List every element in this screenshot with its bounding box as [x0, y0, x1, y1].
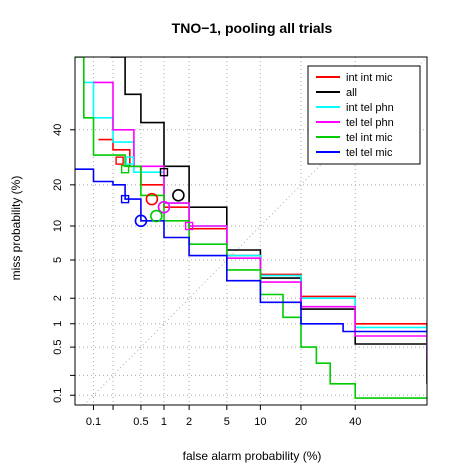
x-tick-label: 10	[254, 416, 266, 428]
actual-point-marker-int-tel-phn	[125, 156, 134, 165]
min-cost-marker-tel-tel-phn	[157, 200, 171, 214]
y-tick-label: 20	[52, 179, 64, 191]
x-tick-label: 1	[161, 416, 167, 428]
y-tick-label: 0.1	[52, 388, 64, 403]
x-tick-label: 2	[186, 416, 192, 428]
diagonal-line	[83, 56, 428, 406]
actual-point-marker-int-int-mic	[115, 156, 124, 165]
series-line-tel-tel-mic	[75, 168, 427, 333]
actual-point-marker-tel-tel-mic	[120, 194, 130, 204]
legend-label-int-int-mic: int int mic	[346, 72, 393, 84]
chart-title: TNO−1, pooling all trials	[172, 20, 333, 36]
diagonal-reference	[83, 56, 428, 406]
series-line-int-int-mic	[98, 138, 427, 348]
series-lines	[75, 57, 427, 399]
plot-frame	[74, 56, 428, 406]
legend-label-tel-tel-phn: tel tel phn	[346, 117, 394, 129]
x-tick-label: 40	[349, 416, 361, 428]
y-tick-label: 10	[52, 220, 64, 232]
actual-point-marker-tel-tel-phn	[184, 221, 194, 231]
actual-point-marker-tel-int-mic	[120, 164, 130, 174]
legend-label-tel-tel-mic: tel tel mic	[346, 147, 393, 159]
y-axis-ticks: 0.1 0.5 1 2 5 10 20 40	[52, 124, 75, 403]
y-tick-label: 40	[52, 124, 64, 136]
x-tick-label: 5	[224, 416, 230, 428]
legend-label-all: all	[346, 87, 357, 99]
x-axis-ticks: 0.1 0.5 1 2 5 10 20 40	[86, 405, 361, 428]
min-cost-marker-tel-int-mic	[150, 209, 163, 223]
y-tick-label: 2	[52, 295, 64, 301]
legend-box	[307, 65, 421, 165]
series-line-tel-tel-phn	[93, 81, 427, 359]
x-axis-label: false alarm probability (%)	[183, 449, 322, 463]
min-cost-marker-tel-tel-mic	[134, 214, 148, 228]
x-tick-label: 0.1	[86, 416, 101, 428]
y-axis-label: miss probability (%)	[9, 176, 23, 281]
markers	[115, 156, 194, 231]
x-tick-label: 20	[295, 416, 307, 428]
min-cost-marker-int-int-mic	[145, 192, 159, 206]
legend-label-tel-int-mic: tel int mic	[346, 132, 393, 144]
grid	[75, 57, 427, 405]
y-tick-label: 5	[52, 257, 64, 263]
y-tick-label: 0.5	[52, 339, 64, 354]
min-cost-marker-all	[172, 189, 185, 202]
y-tick-label: 1	[52, 321, 64, 327]
legend-label-int-tel-phn: int tel phn	[346, 102, 394, 114]
x-tick-label: 0.5	[133, 416, 148, 428]
actual-point-marker-all	[159, 167, 169, 177]
legend: int int mic all int tel phn tel tel phn tel …	[307, 65, 421, 165]
